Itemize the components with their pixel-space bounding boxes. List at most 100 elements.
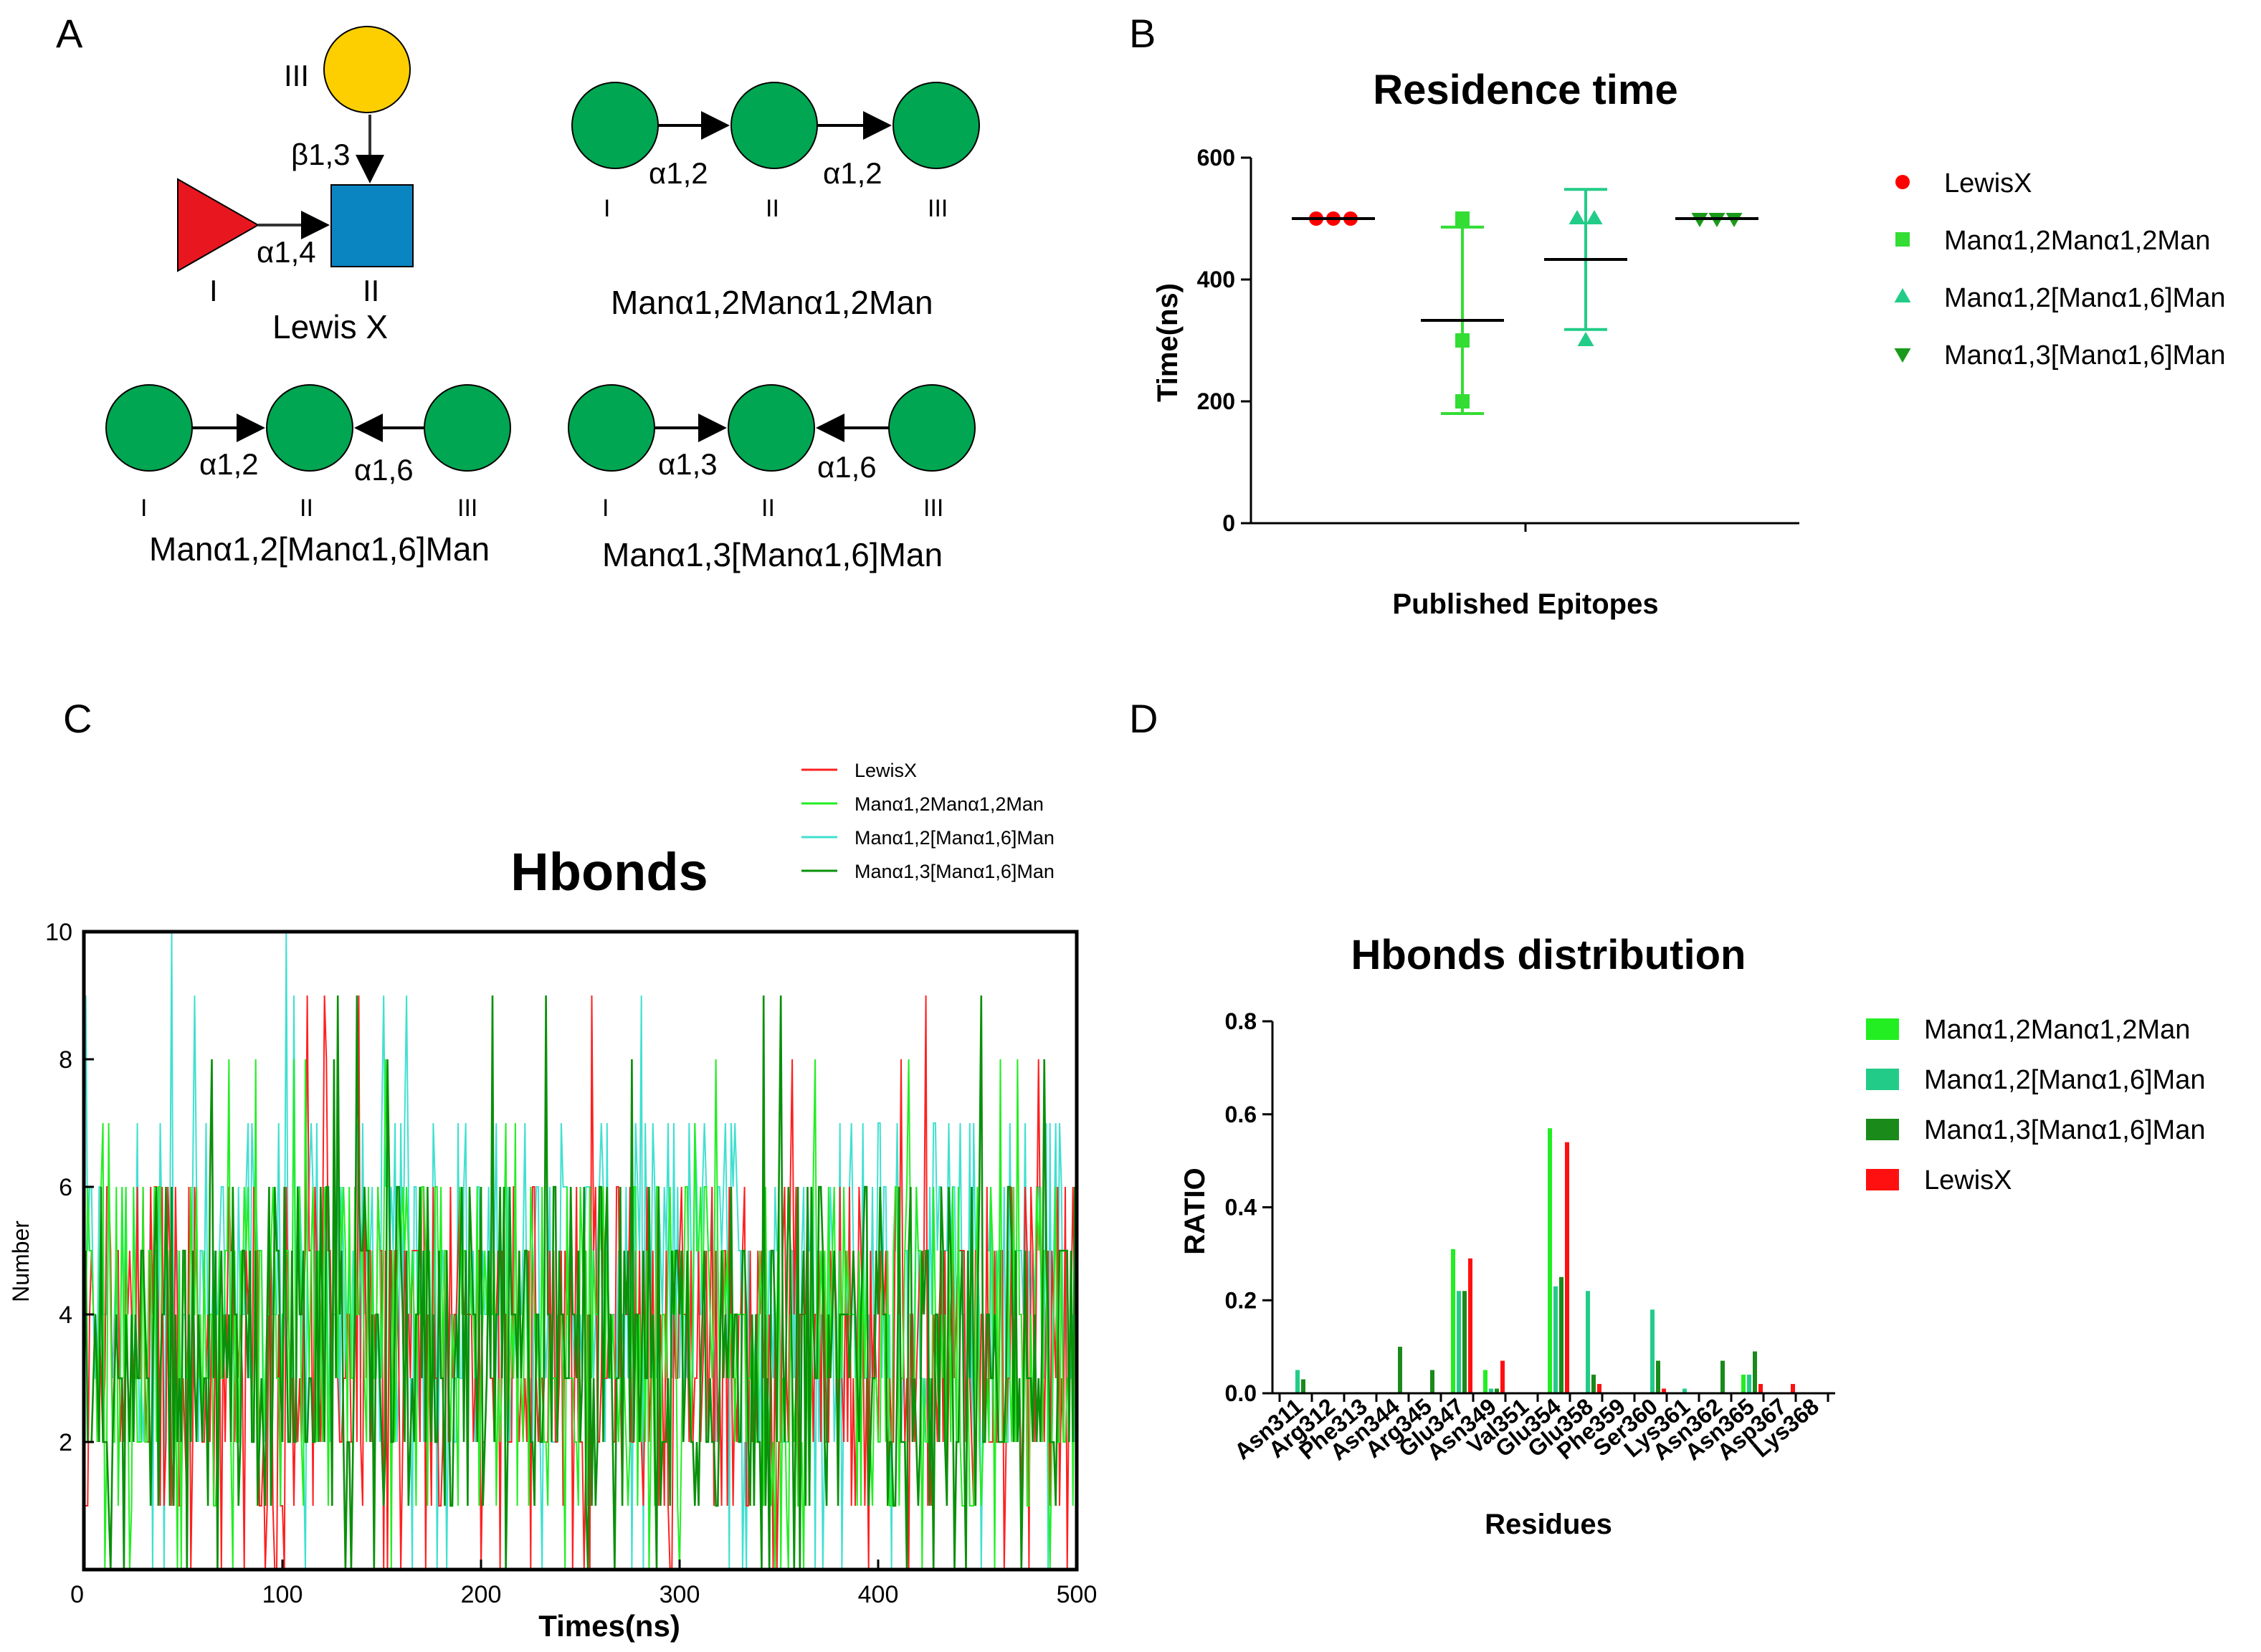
lewis-x-name: Lewis X — [272, 308, 388, 345]
panel-d: D Hbonds distribution 0.00.20.40.60.8Asn… — [1129, 696, 2205, 1540]
data-point — [1455, 333, 1470, 348]
chart-b-legend: LewisX Manα1,2Manα1,2Man Manα1,2[Manα1,6]M… — [1894, 168, 2225, 371]
data-point — [1455, 211, 1470, 226]
bar — [1495, 1388, 1499, 1393]
chart-d-ylabel: RATIO — [1179, 1168, 1211, 1254]
bar — [1682, 1388, 1687, 1393]
x-tick-label: 300 — [660, 1581, 700, 1608]
y-tick-label: 0.8 — [1225, 1008, 1257, 1034]
linkage-label: α1,2 — [199, 447, 259, 481]
legend-label: Manα1,2[Manα1,6]Man — [855, 827, 1055, 849]
lewis-x-linkage-a14: α1,4 — [257, 235, 316, 269]
legend-label: Manα1,2[Manα1,6]Man — [1944, 283, 2225, 313]
linkage-label: α1,6 — [354, 453, 414, 487]
roman-label: II — [766, 195, 779, 222]
legend-label: LewisX — [855, 760, 917, 781]
bar — [1559, 1276, 1563, 1393]
y-tick-label: 0.2 — [1225, 1287, 1257, 1313]
lewis-x-structure: III β1,3 α1,4 I II Lewis X — [177, 26, 414, 345]
man-chain-name: Manα1,2Manα1,2Man — [611, 284, 933, 321]
man-chain-structure: α1,2 α1,2 I II III Manα1,2Manα1,2Man — [571, 82, 980, 321]
linkage-label: α1,2 — [823, 156, 882, 190]
mannose-circle-icon — [892, 82, 980, 169]
lewis-x-roman-ii: II — [363, 274, 379, 307]
y-tick-label: 10 — [45, 919, 72, 946]
x-tick-label: 0 — [70, 1581, 84, 1608]
lewis-x-roman-iii: III — [284, 59, 309, 92]
roman-label: I — [604, 195, 610, 222]
chart-b-title: Residence time — [1373, 67, 1678, 113]
fucose-triangle-icon — [177, 178, 260, 272]
bar — [1295, 1370, 1300, 1393]
mannose-circle-icon — [568, 384, 655, 472]
data-point — [1577, 332, 1594, 346]
legend-label: LewisX — [1924, 1165, 2012, 1195]
linkage-label: α1,3 — [658, 447, 718, 481]
bar — [1489, 1388, 1493, 1393]
legend-label: Manα1,2[Manα1,6]Man — [1924, 1065, 2205, 1095]
chart-d-plot: 0.00.20.40.60.8Asn311Arg312Phe313Asn344A… — [1225, 1008, 1835, 1466]
legend-swatch — [1866, 1169, 1899, 1190]
legend-label: LewisX — [1944, 168, 2032, 199]
lewis-x-roman-i: I — [209, 274, 218, 307]
legend-marker — [1894, 348, 1911, 363]
bar — [1451, 1248, 1455, 1393]
y-tick-label: 2 — [59, 1429, 72, 1456]
galactose-circle-icon — [323, 26, 411, 113]
chart-c-plot: 0 100 200 300 400 500 2 4 6 8 10 — [45, 919, 1097, 1608]
linkage-label: α1,2 — [649, 156, 708, 190]
mannose-circle-icon — [266, 384, 353, 472]
chart-d-title: Hbonds distribution — [1351, 932, 1746, 978]
chart-d-legend: Manα1,2Manα1,2Man Manα1,2[Manα1,6]Man Manα… — [1866, 1015, 2205, 1195]
bar — [1468, 1258, 1472, 1393]
chart-b-plot: 0 200 400 600 — [1197, 145, 1799, 536]
chart-c-legend: LewisX Manα1,2Manα1,2Man Manα1,2[Manα1,6]M… — [801, 760, 1055, 882]
man-branch-16-structure: α1,2 α1,6 I II III Manα1,2[Manα1,6]Man — [105, 384, 511, 568]
man-branch-13-name: Manα1,3[Manα1,6]Man — [602, 536, 943, 573]
bar — [1650, 1309, 1655, 1393]
y-tick-label: 4 — [59, 1302, 72, 1329]
bar — [1483, 1370, 1488, 1393]
bar — [1747, 1375, 1751, 1393]
bar — [1791, 1384, 1795, 1393]
y-tick-label: 200 — [1197, 388, 1235, 414]
legend-marker — [1894, 288, 1911, 302]
mannose-circle-icon — [571, 82, 659, 169]
y-tick-label: 600 — [1197, 145, 1235, 171]
bar — [1591, 1375, 1596, 1393]
mannose-circle-icon — [728, 384, 815, 472]
y-tick-label: 400 — [1197, 267, 1235, 292]
bar — [1430, 1370, 1434, 1393]
chart-b-xlabel: Published Epitopes — [1392, 588, 1658, 620]
chart-c-xlabel: Times(ns) — [538, 1609, 680, 1643]
data-point — [1569, 210, 1586, 224]
legend-marker — [1895, 232, 1910, 247]
mannose-circle-icon — [105, 384, 193, 472]
bar — [1500, 1360, 1505, 1393]
legend-swatch — [1866, 1018, 1899, 1040]
y-tick-label: 8 — [59, 1046, 72, 1074]
legend-swatch — [1866, 1069, 1899, 1090]
bar — [1457, 1291, 1461, 1393]
legend-label: Manα1,2Manα1,2Man — [1944, 226, 2210, 256]
mannose-circle-icon — [888, 384, 976, 472]
bar — [1753, 1351, 1757, 1393]
panel-c-letter: C — [63, 696, 92, 741]
bar — [1398, 1347, 1402, 1393]
roman-label: I — [141, 495, 147, 522]
y-tick-label: 6 — [59, 1174, 72, 1201]
bar — [1720, 1360, 1725, 1393]
x-tick-label: 200 — [461, 1581, 502, 1608]
roman-label: II — [761, 495, 775, 522]
mannose-circle-icon — [730, 82, 818, 169]
bar — [1758, 1384, 1763, 1393]
chart-d-xlabel: Residues — [1485, 1509, 1612, 1540]
bar — [1553, 1286, 1558, 1393]
legend-label: Manα1,3[Manα1,6]Man — [1944, 340, 2225, 371]
bar — [1741, 1375, 1746, 1393]
bar — [1548, 1128, 1552, 1393]
y-tick-label: 0.6 — [1225, 1102, 1257, 1127]
panel-a-letter: A — [56, 11, 83, 56]
panel-d-letter: D — [1129, 696, 1158, 741]
panel-b-letter: B — [1129, 11, 1156, 56]
